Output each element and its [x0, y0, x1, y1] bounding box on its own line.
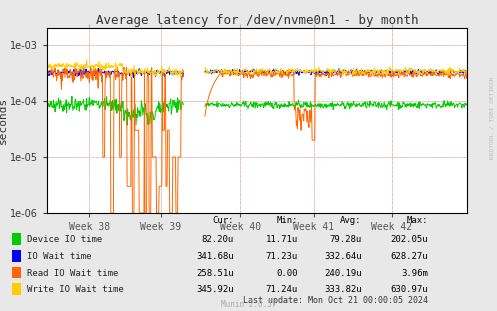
Text: Max:: Max: — [407, 216, 428, 225]
Text: Min:: Min: — [276, 216, 298, 225]
Bar — [12, 267, 21, 278]
Bar — [12, 250, 21, 262]
Text: Cur:: Cur: — [212, 216, 234, 225]
Text: Write IO Wait time: Write IO Wait time — [27, 285, 124, 294]
Text: Read IO Wait time: Read IO Wait time — [27, 268, 118, 277]
Text: 333.82u: 333.82u — [324, 285, 362, 294]
Text: 630.97u: 630.97u — [391, 285, 428, 294]
Y-axis label: seconds: seconds — [0, 97, 7, 144]
Text: RRDTOOL / TOBI OETIKER: RRDTOOL / TOBI OETIKER — [490, 77, 495, 160]
Text: 79.28u: 79.28u — [330, 235, 362, 244]
Text: 202.05u: 202.05u — [391, 235, 428, 244]
Text: 345.92u: 345.92u — [196, 285, 234, 294]
Text: 82.20u: 82.20u — [201, 235, 234, 244]
Text: 628.27u: 628.27u — [391, 252, 428, 261]
Text: 71.23u: 71.23u — [265, 252, 298, 261]
Text: Avg:: Avg: — [340, 216, 362, 225]
Bar — [12, 234, 21, 245]
Text: Last update: Mon Oct 21 00:00:05 2024: Last update: Mon Oct 21 00:00:05 2024 — [243, 296, 428, 305]
Text: 0.00: 0.00 — [276, 268, 298, 277]
Text: 3.96m: 3.96m — [401, 268, 428, 277]
Text: 11.71u: 11.71u — [265, 235, 298, 244]
Text: 332.64u: 332.64u — [324, 252, 362, 261]
Text: 341.68u: 341.68u — [196, 252, 234, 261]
Text: 71.24u: 71.24u — [265, 285, 298, 294]
Bar — [12, 283, 21, 295]
Text: 258.51u: 258.51u — [196, 268, 234, 277]
Text: IO Wait time: IO Wait time — [27, 252, 91, 261]
Text: 240.19u: 240.19u — [324, 268, 362, 277]
Text: Munin 2.0.57: Munin 2.0.57 — [221, 300, 276, 309]
Title: Average latency for /dev/nvme0n1 - by month: Average latency for /dev/nvme0n1 - by mo… — [96, 14, 418, 27]
Text: Device IO time: Device IO time — [27, 235, 102, 244]
